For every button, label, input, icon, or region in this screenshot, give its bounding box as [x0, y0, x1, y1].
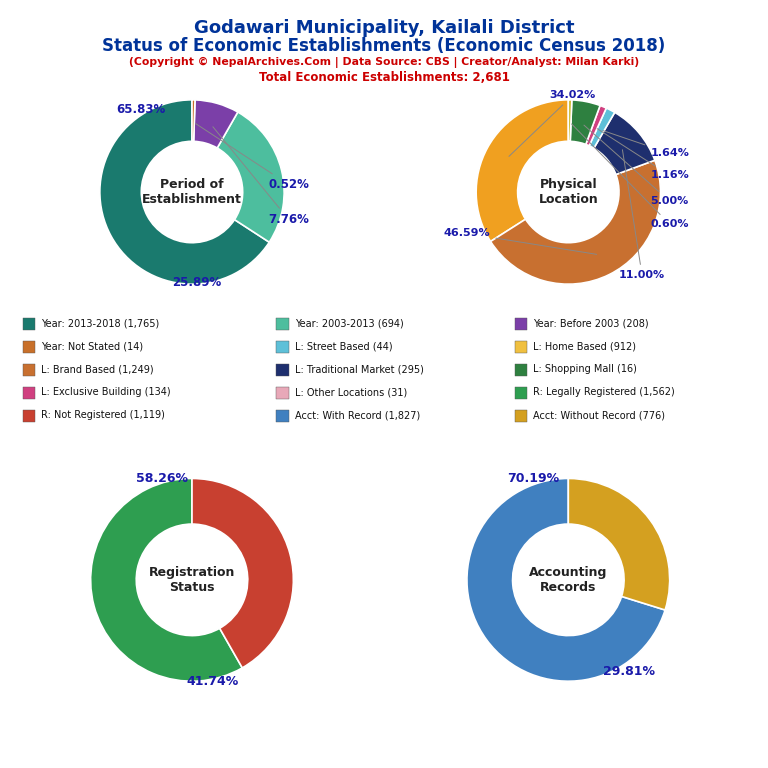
- Wedge shape: [467, 478, 665, 681]
- Text: 25.89%: 25.89%: [172, 276, 221, 289]
- Wedge shape: [568, 100, 572, 141]
- Wedge shape: [570, 100, 600, 144]
- Text: 0.52%: 0.52%: [196, 124, 310, 191]
- Text: Total Economic Establishments: 2,681: Total Economic Establishments: 2,681: [259, 71, 509, 84]
- Text: Acct: With Record (1,827): Acct: With Record (1,827): [295, 410, 420, 421]
- Text: 1.16%: 1.16%: [598, 129, 689, 180]
- Wedge shape: [192, 478, 293, 668]
- Wedge shape: [594, 112, 655, 174]
- Text: 5.00%: 5.00%: [584, 125, 689, 207]
- Wedge shape: [586, 105, 606, 146]
- Wedge shape: [217, 112, 284, 242]
- Text: 58.26%: 58.26%: [136, 472, 187, 485]
- Text: R: Legally Registered (1,562): R: Legally Registered (1,562): [533, 387, 675, 398]
- Text: Year: Before 2003 (208): Year: Before 2003 (208): [533, 318, 649, 329]
- Text: 41.74%: 41.74%: [186, 675, 238, 687]
- Text: Accounting
Records: Accounting Records: [529, 566, 607, 594]
- Text: Year: 2003-2013 (694): Year: 2003-2013 (694): [295, 318, 404, 329]
- Text: 65.83%: 65.83%: [117, 103, 166, 115]
- Wedge shape: [568, 478, 670, 610]
- Wedge shape: [194, 100, 238, 148]
- Text: L: Brand Based (1,249): L: Brand Based (1,249): [41, 364, 154, 375]
- Text: L: Shopping Mall (16): L: Shopping Mall (16): [533, 364, 637, 375]
- Text: 46.59%: 46.59%: [444, 228, 597, 254]
- Wedge shape: [100, 100, 270, 284]
- Text: L: Other Locations (31): L: Other Locations (31): [295, 387, 407, 398]
- Text: L: Home Based (912): L: Home Based (912): [533, 341, 636, 352]
- Text: Godawari Municipality, Kailali District: Godawari Municipality, Kailali District: [194, 19, 574, 37]
- Text: Acct: Without Record (776): Acct: Without Record (776): [533, 410, 665, 421]
- Text: Year: Not Stated (14): Year: Not Stated (14): [41, 341, 144, 352]
- Text: 34.02%: 34.02%: [509, 90, 596, 157]
- Text: 0.60%: 0.60%: [571, 124, 689, 230]
- Text: Physical
Location: Physical Location: [538, 178, 598, 206]
- Wedge shape: [491, 161, 660, 284]
- Wedge shape: [192, 100, 195, 141]
- Text: L: Traditional Market (295): L: Traditional Market (295): [295, 364, 424, 375]
- Text: (Copyright © NepalArchives.Com | Data Source: CBS | Creator/Analyst: Milan Karki: (Copyright © NepalArchives.Com | Data So…: [129, 57, 639, 68]
- Wedge shape: [476, 100, 568, 241]
- Wedge shape: [589, 108, 614, 148]
- Text: Status of Economic Establishments (Economic Census 2018): Status of Economic Establishments (Econo…: [102, 37, 666, 55]
- Text: 7.76%: 7.76%: [213, 127, 310, 226]
- Text: R: Not Registered (1,119): R: Not Registered (1,119): [41, 410, 165, 421]
- Text: 29.81%: 29.81%: [603, 664, 655, 677]
- Wedge shape: [91, 478, 242, 681]
- Text: 70.19%: 70.19%: [507, 472, 559, 485]
- Text: 11.00%: 11.00%: [619, 150, 665, 280]
- Text: Registration
Status: Registration Status: [149, 566, 235, 594]
- Text: Period of
Establishment: Period of Establishment: [142, 178, 242, 206]
- Text: L: Street Based (44): L: Street Based (44): [295, 341, 392, 352]
- Text: L: Exclusive Building (134): L: Exclusive Building (134): [41, 387, 171, 398]
- Text: 1.64%: 1.64%: [603, 131, 689, 158]
- Text: Year: 2013-2018 (1,765): Year: 2013-2018 (1,765): [41, 318, 160, 329]
